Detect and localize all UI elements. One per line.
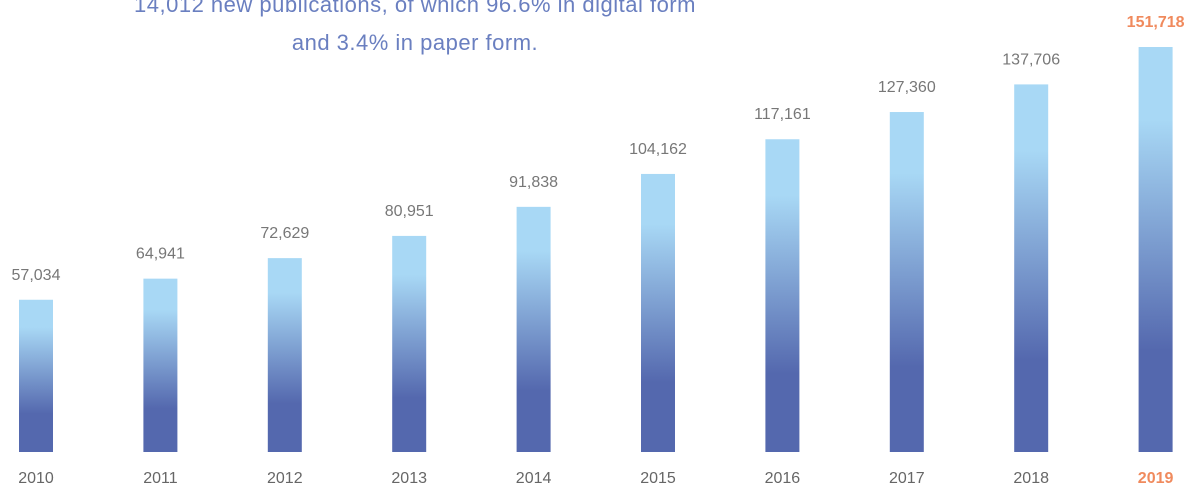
category-label-2018: 2018 xyxy=(1013,470,1049,485)
category-label-2010: 2010 xyxy=(18,470,54,485)
category-label-2014: 2014 xyxy=(516,470,552,485)
bar-2019 xyxy=(1138,47,1173,452)
category-label-2011: 2011 xyxy=(143,470,178,485)
value-label-2010: 57,034 xyxy=(12,267,61,284)
category-label-2012: 2012 xyxy=(267,470,303,485)
bar-2015 xyxy=(641,173,675,452)
category-label-2016: 2016 xyxy=(765,470,801,485)
subtitle-line-2: and 3.4% in paper form. xyxy=(291,30,539,55)
bar-2018 xyxy=(1014,84,1049,453)
bar-2013 xyxy=(392,235,427,452)
bar-2016 xyxy=(765,139,800,452)
bar-2011 xyxy=(143,278,178,452)
value-label-2012: 72,629 xyxy=(260,225,309,242)
category-label-2019: 2019 xyxy=(1138,470,1174,485)
subtitle-line-1: 14,012 new publications, of which 96.6% … xyxy=(134,0,696,17)
bar-2017 xyxy=(889,112,924,452)
value-label-2019: 151,718 xyxy=(1127,14,1185,31)
value-label-2016: 117,161 xyxy=(754,106,811,123)
chart-subtitle: 14,012 new publications, of which 96.6% … xyxy=(60,0,770,62)
bar-2012 xyxy=(267,258,302,452)
category-label-2015: 2015 xyxy=(640,470,676,485)
bar-2014 xyxy=(516,206,551,452)
value-label-2011: 64,941 xyxy=(136,246,185,263)
value-label-2017: 127,360 xyxy=(878,79,936,96)
value-label-2014: 91,838 xyxy=(509,174,558,191)
bar-2010 xyxy=(19,299,53,452)
category-label-2017: 2017 xyxy=(889,470,925,485)
bars-group: 57,034 2010 64,941 2011 72,629 2012 80,951 2013… xyxy=(12,14,1185,485)
value-label-2015: 104,162 xyxy=(629,141,687,158)
value-label-2013: 80,951 xyxy=(385,203,434,220)
category-label-2013: 2013 xyxy=(391,470,427,485)
value-label-2018: 137,706 xyxy=(1002,51,1060,68)
